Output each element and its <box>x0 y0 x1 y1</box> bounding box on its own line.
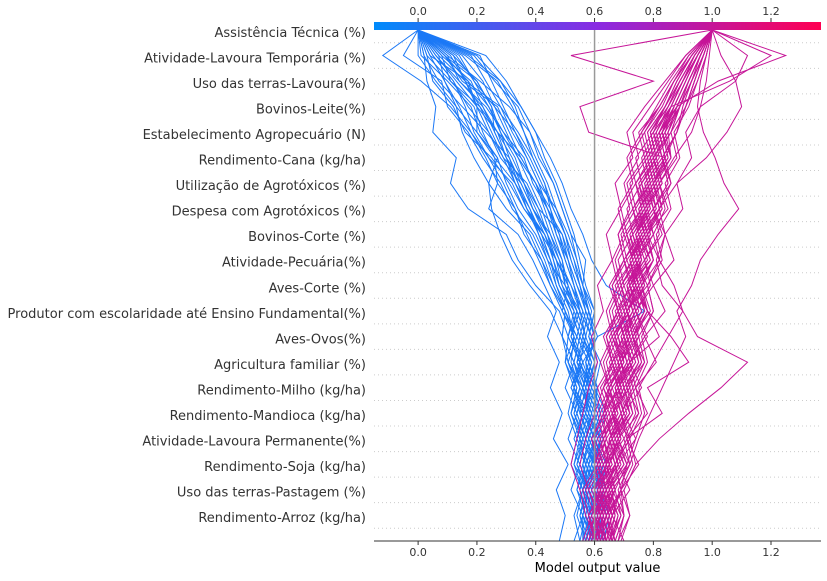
feature-label: Assistência Técnica (%) <box>215 26 367 41</box>
decision-line <box>594 29 749 542</box>
feature-label: Estabelecimento Agropecuário (N) <box>143 128 366 143</box>
decision-line <box>579 29 713 542</box>
decision-line <box>417 29 590 542</box>
decision-line <box>608 29 713 542</box>
decision-line <box>585 29 713 542</box>
decision-line <box>570 29 713 542</box>
decision-line <box>602 29 713 542</box>
colorbar <box>374 22 821 30</box>
feature-label: Rendimento-Mandioca (kg/ha) <box>170 409 366 424</box>
feature-label: Rendimento-Soja (kg/ha) <box>204 460 366 475</box>
feature-label: Aves-Corte (%) <box>269 281 366 296</box>
top-tick-label: 0.8 <box>645 5 663 18</box>
decision-line <box>582 29 713 542</box>
decision-line <box>605 29 740 542</box>
x-axis-label: Model output value <box>535 561 661 576</box>
top-axis-ticks: 0.0 0.2 0.4 0.6 0.8 1.0 1.2 <box>409 5 780 22</box>
decision-line <box>417 29 604 542</box>
bottom-tick-label: 0.4 <box>527 546 545 559</box>
feature-label: Despesa com Agrotóxicos (%) <box>172 205 366 220</box>
feature-label: Atividade-Lavoura Temporária (%) <box>144 51 366 66</box>
feature-label: Atividade-Lavoura Permanente(%) <box>142 435 366 450</box>
top-tick-label: 0.0 <box>409 5 427 18</box>
decision-line <box>417 29 604 542</box>
bottom-tick-label: 1.0 <box>703 546 721 559</box>
bottom-tick-label: 0.8 <box>645 546 663 559</box>
decision-line <box>417 29 604 542</box>
decision-line <box>605 29 743 542</box>
decision-line <box>417 29 596 542</box>
feature-label: Rendimento-Arroz (kg/ha) <box>198 511 366 526</box>
decision-line <box>617 29 749 542</box>
top-tick-label: 1.0 <box>703 5 721 18</box>
decision-line <box>417 29 646 541</box>
decision-line <box>417 29 587 542</box>
decision-line <box>602 29 713 542</box>
decision-line <box>417 29 604 542</box>
decision-line <box>602 29 713 542</box>
decision-line <box>608 29 713 542</box>
feature-label: Utilização de Agrotóxicos (%) <box>176 179 366 194</box>
decision-line <box>417 29 593 542</box>
row-separators <box>374 42 821 529</box>
decision-line <box>582 29 713 542</box>
top-tick-label: 0.2 <box>468 5 486 18</box>
decision-line <box>599 29 713 542</box>
feature-label: Rendimento-Milho (kg/ha) <box>197 383 366 398</box>
decision-lines <box>381 29 788 542</box>
top-tick-label: 0.4 <box>527 5 545 18</box>
feature-label: Bovinos-Leite(%) <box>256 102 366 117</box>
bottom-tick-label: 0.2 <box>468 546 486 559</box>
feature-label: Uso das terras-Lavoura(%) <box>193 77 366 92</box>
top-tick-label: 0.6 <box>586 5 604 18</box>
top-tick-label: 1.2 <box>762 5 780 18</box>
feature-label: Aves-Ovos(%) <box>275 332 366 347</box>
bottom-tick-label: 1.2 <box>762 546 780 559</box>
decision-line <box>417 29 569 542</box>
feature-label: Uso das terras-Pastagem (%) <box>177 486 366 501</box>
decision-line <box>417 29 607 542</box>
decision-line <box>608 29 713 542</box>
decision-line <box>608 29 713 542</box>
decision-line <box>417 29 607 542</box>
bottom-axis-ticks: 0.0 0.2 0.4 0.6 0.8 1.0 1.2 <box>409 541 780 559</box>
bottom-tick-label: 0.0 <box>409 546 427 559</box>
decision-line <box>588 29 713 542</box>
feature-label: Produtor com escolaridade até Ensino Fun… <box>8 307 366 322</box>
decision-line <box>591 29 713 542</box>
decision-line <box>620 29 713 542</box>
feature-labels: Assistência Técnica (%) Atividade-Lavoura… <box>8 26 366 526</box>
decision-line <box>602 29 713 542</box>
feature-label: Agricultura familiar (%) <box>214 358 366 373</box>
decision-line <box>585 29 713 542</box>
feature-label: Atividade-Pecuária(%) <box>222 256 366 271</box>
bottom-tick-label: 0.6 <box>586 546 604 559</box>
feature-label: Rendimento-Cana (kg/ha) <box>199 154 366 169</box>
feature-label: Bovinos-Corte (%) <box>248 230 366 245</box>
